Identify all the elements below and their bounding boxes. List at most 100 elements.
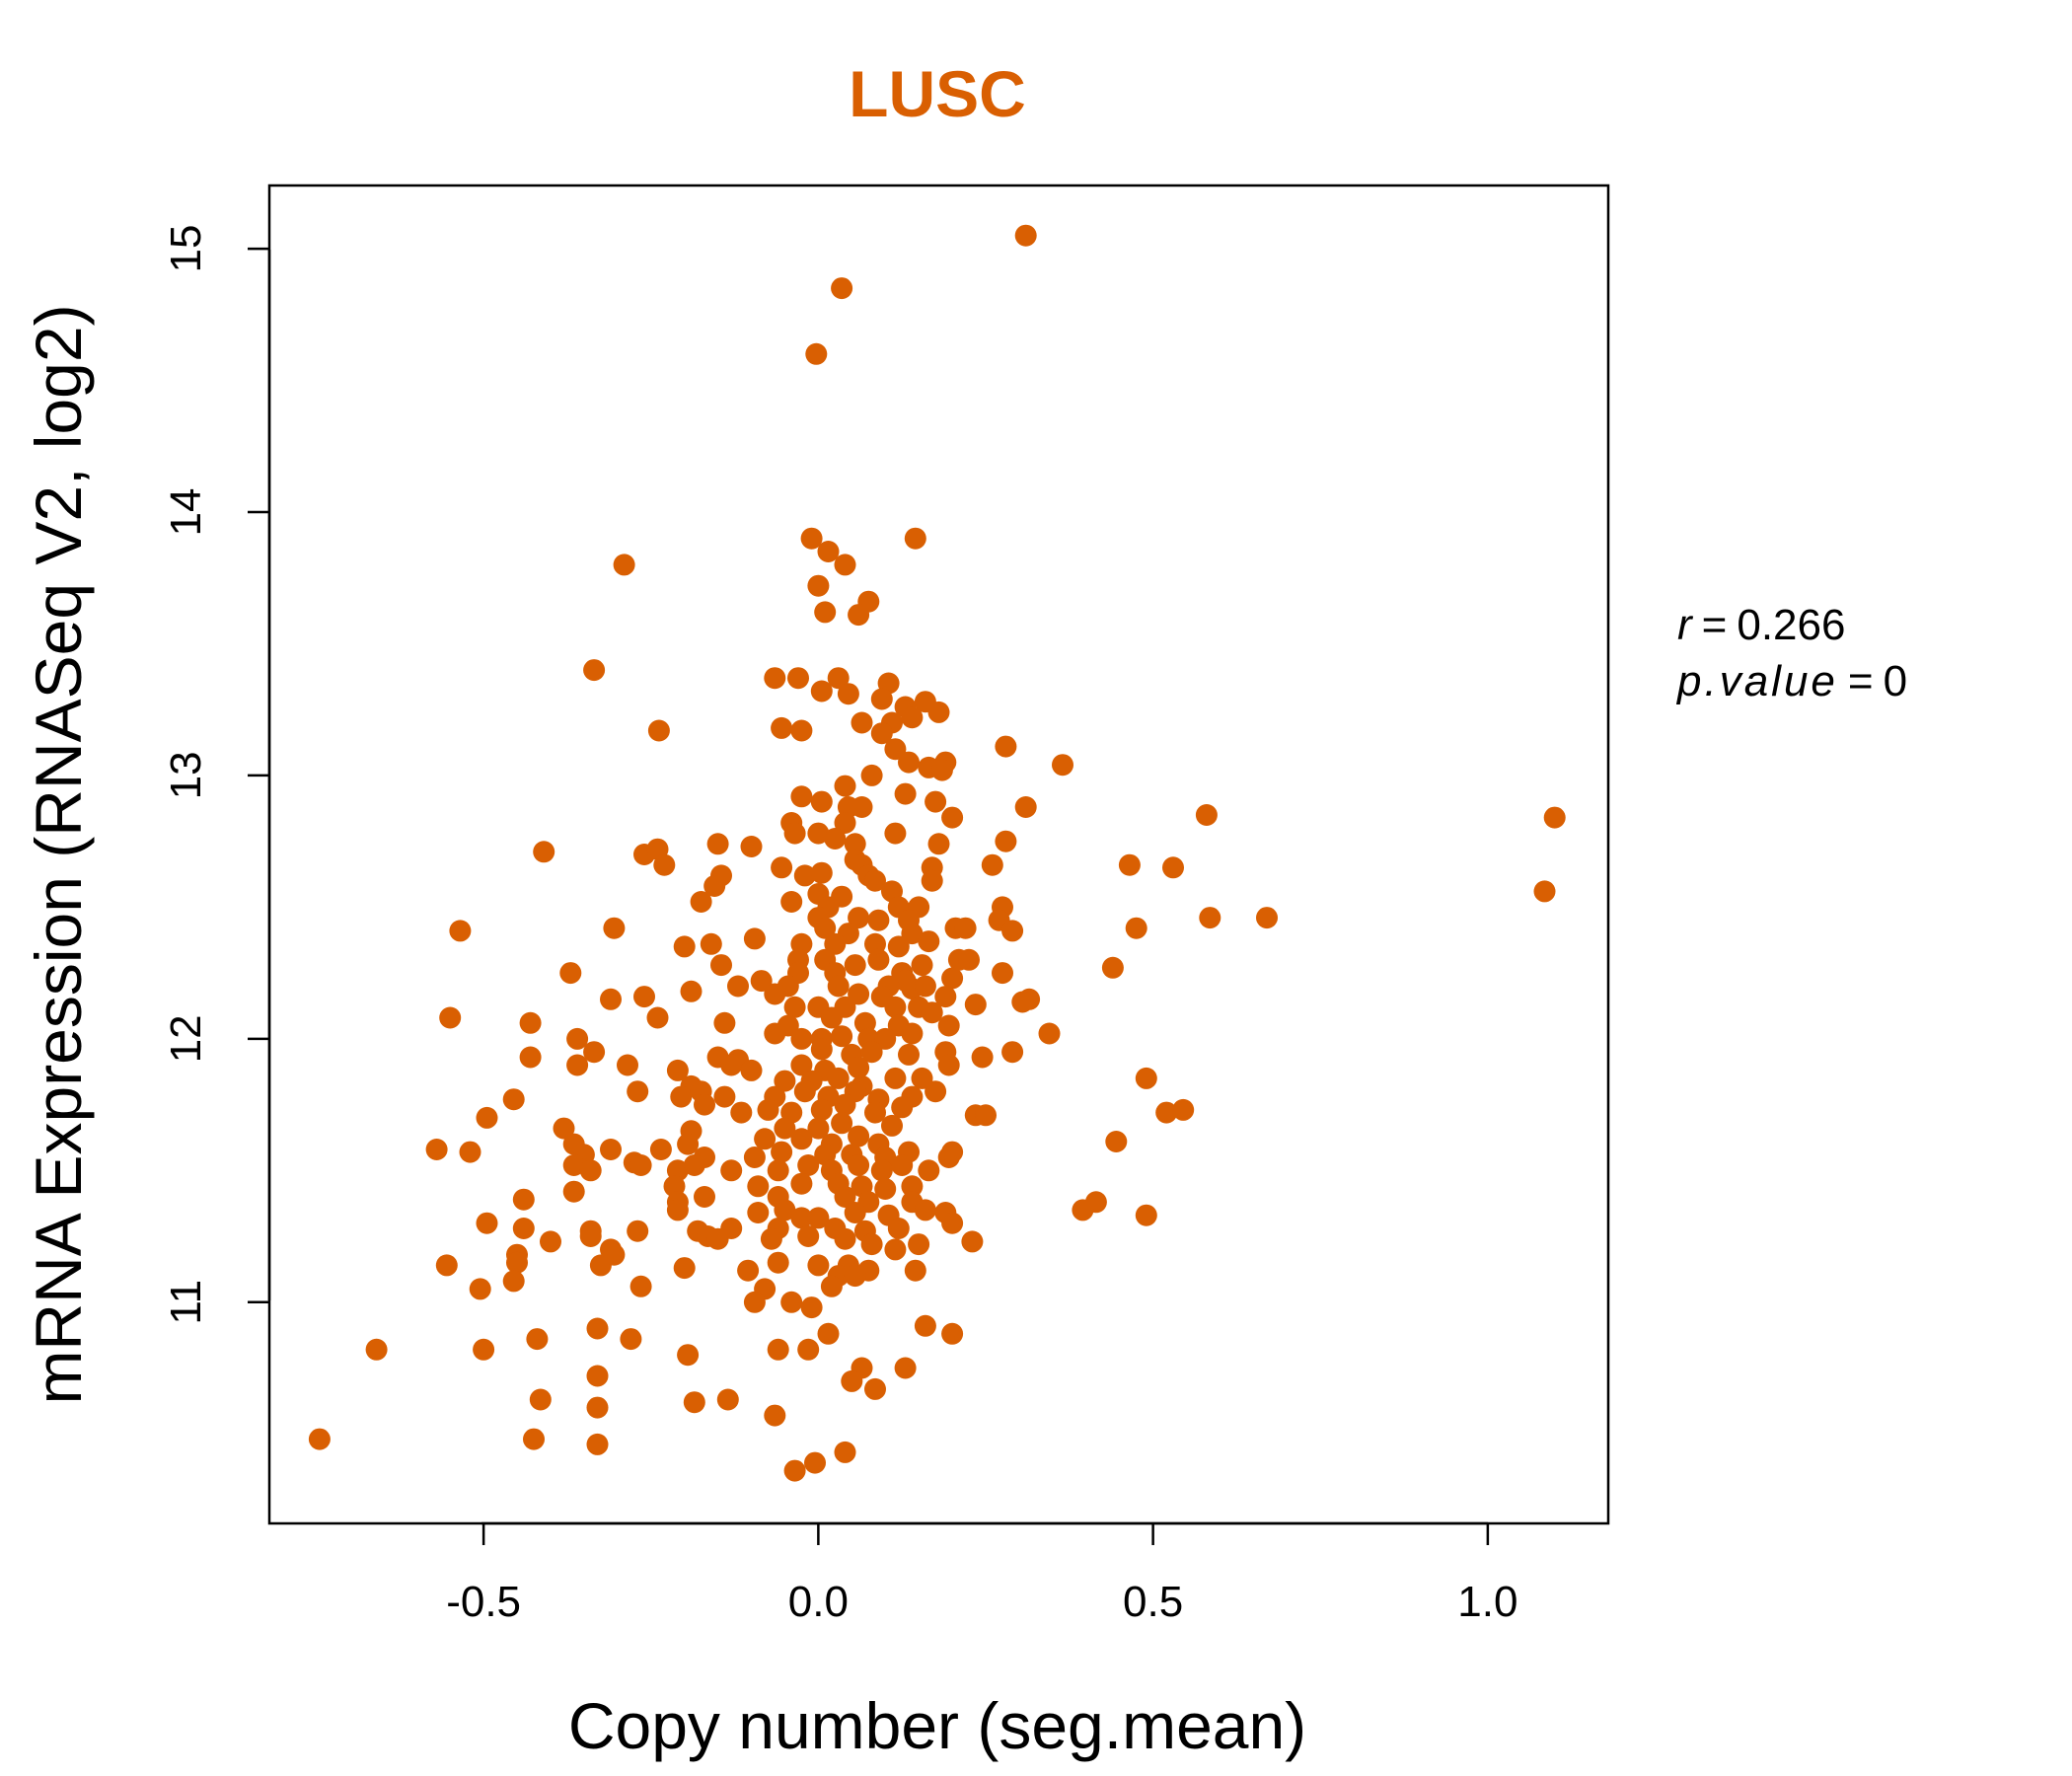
data-point [894, 1357, 917, 1379]
data-point [523, 1428, 545, 1450]
data-point [1135, 1204, 1157, 1226]
data-point [884, 1067, 907, 1089]
data-point [793, 864, 816, 887]
data-point [834, 1441, 856, 1463]
data-point [954, 917, 977, 939]
r-value: 0.266 [1737, 601, 1845, 649]
y-tick-label: 14 [162, 488, 210, 537]
data-point [961, 1230, 984, 1253]
data-point [860, 764, 883, 786]
data-point [473, 1338, 495, 1361]
data-point [971, 1046, 994, 1069]
data-point [820, 1275, 843, 1297]
y-axis-label: mRNA Expression (RNASeq V2, log2) [22, 304, 95, 1404]
data-point [800, 1296, 823, 1319]
data-point [901, 1175, 924, 1198]
data-point [743, 1291, 766, 1313]
data-point [820, 1006, 843, 1029]
data-point [690, 891, 712, 913]
data-point [787, 667, 809, 690]
data-point [790, 785, 813, 808]
data-point [677, 1133, 700, 1155]
data-point [1014, 796, 1037, 818]
data-point [629, 1275, 652, 1297]
data-point [841, 1369, 863, 1392]
data-point [790, 1128, 813, 1150]
data-point [694, 1093, 715, 1116]
x-tick-label: 0.0 [788, 1578, 849, 1626]
data-point [425, 1139, 448, 1160]
data-point [1543, 806, 1566, 829]
data-point [860, 1041, 883, 1064]
data-point [710, 954, 732, 977]
data-point [771, 1141, 793, 1163]
data-point [677, 1344, 700, 1367]
data-point [600, 988, 622, 1010]
data-point [519, 1046, 542, 1069]
x-axis: -0.5 0.0 0.5 1.0 [446, 1521, 1517, 1626]
data-point [579, 1225, 602, 1247]
data-point [851, 796, 873, 818]
data-point [941, 1141, 964, 1163]
data-point [800, 527, 823, 550]
data-point [797, 1338, 820, 1361]
data-point [1014, 224, 1037, 247]
data-point [533, 841, 555, 863]
data-point [844, 833, 866, 855]
data-point [586, 1433, 609, 1455]
data-point [827, 975, 850, 998]
data-point [925, 790, 947, 813]
x-tick-label: 0.5 [1123, 1578, 1183, 1626]
data-point [964, 994, 987, 1016]
data-point [750, 970, 773, 993]
data-point [911, 1067, 933, 1089]
data-point [1072, 1199, 1094, 1221]
data-point [797, 1154, 820, 1176]
p-equals: = [1848, 657, 1874, 705]
data-point [810, 1038, 833, 1061]
data-point [502, 1088, 525, 1111]
data-point [519, 1011, 542, 1034]
data-point [921, 1001, 943, 1024]
data-point [579, 1159, 602, 1182]
data-point [1118, 853, 1141, 876]
r-equals: = [1702, 601, 1728, 649]
data-point [927, 833, 950, 855]
data-point [764, 667, 786, 690]
data-point [927, 701, 950, 723]
data-point [764, 1022, 786, 1045]
data-point [848, 1154, 870, 1176]
x-axis-label: Copy number (seg.mean) [568, 1689, 1306, 1762]
data-point [848, 907, 870, 929]
data-point [930, 759, 953, 781]
data-point [683, 1391, 705, 1414]
data-point [706, 1227, 729, 1250]
y-axis: 11 12 13 14 15 [162, 225, 271, 1325]
data-point [1172, 1098, 1195, 1121]
data-point [901, 706, 924, 729]
data-point [814, 917, 837, 939]
data-point [566, 1027, 589, 1050]
data-point [911, 954, 933, 977]
data-point [864, 869, 886, 892]
data-point [559, 962, 582, 985]
data-point [764, 983, 786, 1005]
data-point [864, 1377, 886, 1400]
data-point [600, 1139, 622, 1160]
data-point [817, 1322, 840, 1345]
data-point [740, 836, 763, 857]
data-point [824, 828, 847, 850]
r-annotation: r = 0.266 [1677, 601, 1845, 649]
y-tick-label: 11 [162, 1280, 210, 1325]
data-point [439, 1006, 462, 1029]
data-point [743, 927, 766, 950]
data-point [870, 722, 893, 745]
data-point [908, 1233, 930, 1256]
data-point [720, 1054, 743, 1076]
data-point [586, 1396, 609, 1419]
p-symbol: p.value [1675, 657, 1838, 705]
data-point [834, 554, 856, 576]
data-point [783, 1459, 806, 1482]
data-point [848, 1057, 870, 1079]
